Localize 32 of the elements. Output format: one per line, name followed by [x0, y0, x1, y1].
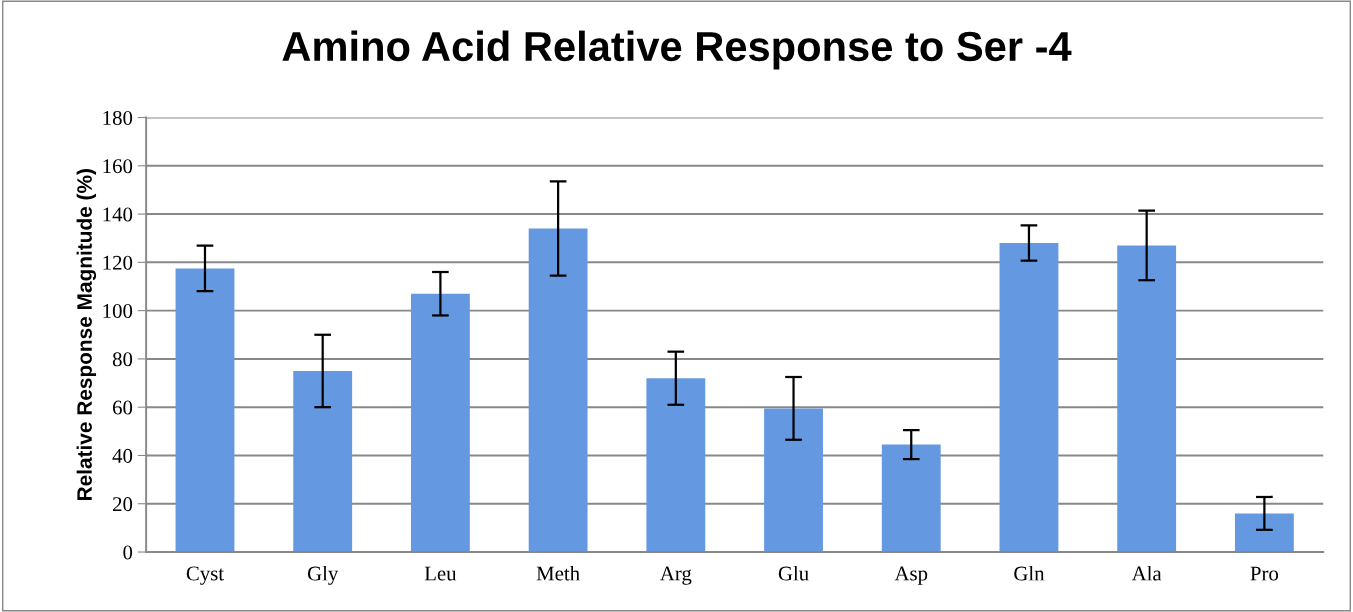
- bar: [1234, 513, 1294, 553]
- y-tick-label: 180: [103, 110, 133, 125]
- y-tick-label: 40: [112, 448, 133, 463]
- y-tick-label: 20: [113, 497, 133, 512]
- x-tick-label: Leu: [424, 566, 457, 581]
- bar: [410, 293, 470, 553]
- bar: [528, 228, 588, 553]
- y-tick-label: 0: [123, 545, 133, 560]
- bar: [881, 444, 941, 553]
- bar: [293, 370, 353, 553]
- bar: [646, 378, 706, 553]
- x-tick-label: Asp: [894, 566, 928, 585]
- y-tick-label: 100: [103, 304, 133, 319]
- x-tick-label: Meth: [536, 565, 580, 581]
- x-tick-label: Pro: [1250, 566, 1279, 581]
- chart-title: Amino Acid Relative Response to Ser -4: [282, 30, 1072, 70]
- bar: [999, 243, 1059, 553]
- x-tick-label: Glu: [778, 565, 809, 581]
- y-tick-label: 80: [112, 352, 133, 367]
- x-tick-label: Arg: [660, 566, 692, 585]
- x-tick-label: Gln: [1014, 565, 1045, 581]
- bar: [1117, 245, 1177, 553]
- bar: [175, 268, 235, 553]
- y-tick-label: 140: [103, 207, 133, 222]
- y-axis-title: Relative Response Magnitude (%): [76, 169, 97, 501]
- x-tick-label: Cyst: [186, 566, 224, 585]
- bar: [764, 408, 823, 553]
- y-tick-label: 160: [103, 159, 133, 174]
- x-tick-label: Ala: [1131, 565, 1162, 581]
- x-tick-label: Gly: [307, 565, 339, 585]
- y-tick-label: 60: [112, 400, 133, 415]
- y-tick-label: 120: [103, 255, 133, 270]
